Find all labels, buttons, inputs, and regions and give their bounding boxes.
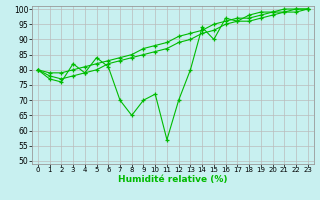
X-axis label: Humidité relative (%): Humidité relative (%) xyxy=(118,175,228,184)
